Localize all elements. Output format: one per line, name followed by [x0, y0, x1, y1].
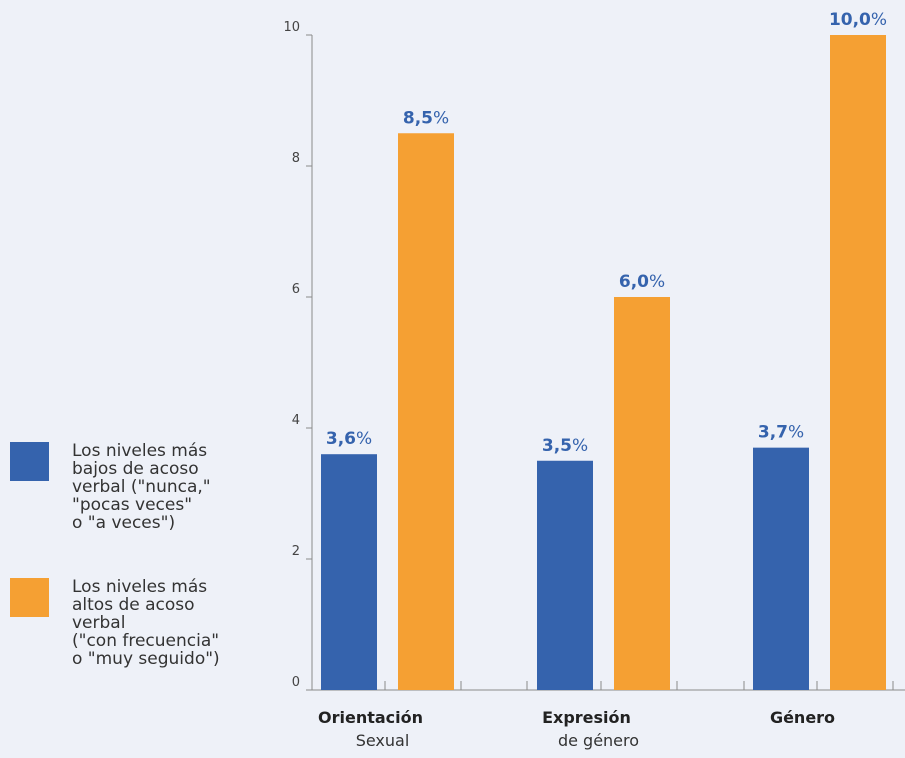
bar-high	[830, 35, 886, 690]
data-label: 6,0%	[619, 272, 665, 292]
data-label: 3,7%	[758, 423, 804, 443]
legend-swatch-low	[10, 442, 49, 481]
x-category-label: Expresión	[542, 708, 631, 727]
bar-low	[753, 447, 809, 690]
data-label: 10,0%	[829, 10, 887, 30]
x-category-label: Orientación	[318, 708, 423, 727]
y-tick-label: 6	[292, 282, 300, 297]
y-tick-label: 4	[292, 413, 300, 428]
bar-low	[537, 460, 593, 690]
y-tick-label: 2	[292, 544, 300, 559]
legend-label-low: Los niveles más bajos de acoso verbal ("…	[72, 441, 211, 533]
y-tick-label: 0	[292, 675, 300, 690]
y-tick-label: 10	[283, 20, 300, 35]
legend-label-high: Los niveles más altos de acoso verbal ("…	[72, 577, 220, 669]
bar-high	[614, 297, 670, 690]
data-label: 3,5%	[542, 436, 588, 456]
legend-swatch-high	[10, 578, 49, 617]
x-category-label: Género	[770, 708, 835, 727]
x-category-sublabel: de género	[558, 731, 639, 750]
y-tick-label: 8	[292, 151, 300, 166]
data-label: 8,5%	[403, 108, 449, 128]
x-category-sublabel: Sexual	[356, 731, 410, 750]
data-label: 3,6%	[326, 429, 372, 449]
bar-low	[321, 454, 377, 690]
bar-high	[398, 133, 454, 690]
